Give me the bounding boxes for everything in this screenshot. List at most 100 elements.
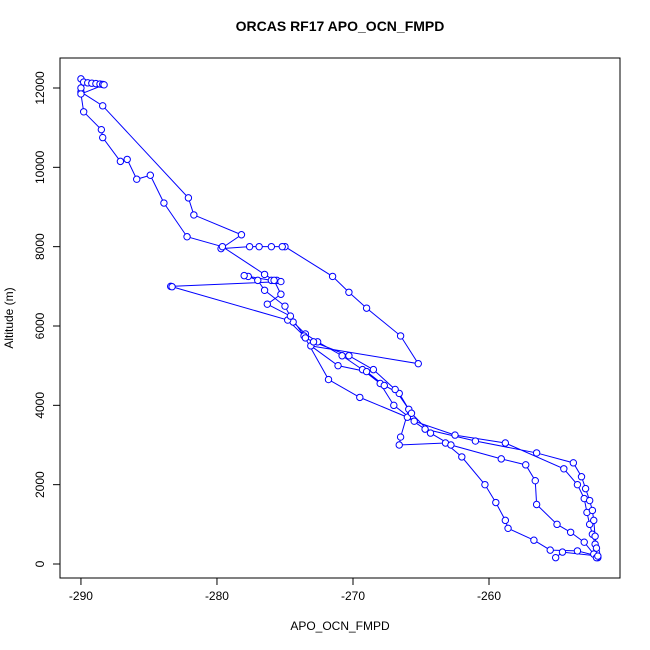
data-point	[183, 233, 191, 241]
data-point	[79, 108, 88, 116]
data-point	[585, 496, 594, 505]
data-point	[263, 300, 271, 308]
data-point	[551, 553, 560, 562]
data-point	[497, 455, 505, 463]
data-point	[569, 459, 578, 467]
data-point	[594, 552, 602, 560]
x-tick-label: -280	[205, 589, 229, 603]
data-point	[286, 312, 295, 320]
data-point	[532, 500, 541, 509]
data-point	[504, 524, 512, 532]
data-point	[421, 425, 429, 433]
x-tick-label: -260	[477, 589, 501, 603]
data-point	[501, 439, 510, 447]
data-point	[237, 231, 246, 239]
data-point	[471, 437, 480, 445]
y-axis-label: Altitude (m)	[2, 287, 16, 348]
data-point	[591, 532, 599, 540]
data-point	[99, 102, 107, 110]
data-point	[254, 276, 262, 285]
data-point	[390, 401, 398, 410]
data-point	[573, 480, 582, 489]
data-point	[546, 546, 554, 554]
data-point	[277, 277, 285, 286]
data-point	[590, 516, 598, 525]
data-point	[407, 409, 416, 417]
data-point	[530, 536, 538, 544]
data-point	[573, 547, 582, 555]
data-point	[190, 211, 198, 219]
data-point	[447, 441, 455, 449]
data-point	[281, 302, 289, 310]
data-point	[414, 359, 422, 368]
data-point	[451, 431, 459, 439]
x-axis-label: APO_OCN_FMPD	[290, 619, 390, 633]
data-point	[581, 484, 590, 493]
data-point	[592, 544, 601, 552]
data-point	[481, 480, 489, 489]
data-point	[218, 242, 227, 251]
data-point	[77, 84, 85, 92]
data-point	[77, 90, 85, 98]
data-point	[278, 242, 286, 251]
plot-frame	[59, 57, 621, 579]
data-point	[410, 417, 418, 425]
data-point	[580, 538, 588, 546]
data-point	[116, 157, 125, 166]
data-point	[324, 375, 333, 384]
data-point	[255, 242, 263, 251]
y-tick-label: 10000	[33, 150, 47, 184]
data-point	[184, 194, 193, 202]
data-point	[245, 242, 254, 251]
data-point	[146, 171, 155, 179]
data-point	[133, 175, 141, 183]
data-point	[522, 461, 530, 469]
chart-title: ORCAS RF17 APO_OCN_FMPD	[236, 18, 445, 34]
data-point	[277, 290, 285, 298]
data-point	[566, 528, 575, 536]
data-point	[369, 365, 378, 374]
data-point	[99, 133, 107, 142]
x-tick-label: -270	[341, 589, 365, 603]
data-point	[97, 125, 106, 134]
data-point	[553, 520, 561, 529]
data-point	[328, 272, 337, 281]
data-point	[362, 304, 371, 312]
y-tick-label: 2000	[33, 471, 47, 498]
data-point	[501, 516, 510, 525]
data-point	[168, 283, 176, 291]
data-point	[301, 334, 310, 342]
data-point	[531, 476, 539, 485]
data-point	[492, 498, 500, 507]
data-point	[396, 433, 405, 441]
data-point	[338, 352, 346, 360]
x-tick-label: -290	[69, 589, 93, 603]
y-tick-label: 0	[33, 560, 47, 567]
data-point	[577, 473, 586, 481]
data-point	[356, 393, 364, 402]
data-point	[532, 449, 541, 457]
data-point	[588, 506, 597, 515]
data-point	[391, 385, 399, 394]
data-point	[123, 155, 131, 164]
data-point	[260, 270, 269, 279]
y-tick-label: 8000	[33, 233, 47, 260]
data-point	[267, 242, 276, 251]
data-point	[334, 361, 342, 370]
data-point	[160, 199, 168, 207]
data-point	[558, 548, 567, 556]
data-point	[240, 271, 248, 280]
series-line	[80, 77, 599, 559]
data-point	[309, 338, 318, 346]
data-point	[362, 367, 371, 376]
y-tick-label: 6000	[33, 312, 47, 339]
data-point	[345, 288, 353, 296]
data-point	[395, 441, 403, 449]
data-point	[270, 276, 278, 285]
data-point	[100, 81, 108, 89]
data-point	[426, 429, 435, 437]
data-point	[260, 286, 269, 294]
y-tick-label: 4000	[33, 392, 47, 419]
